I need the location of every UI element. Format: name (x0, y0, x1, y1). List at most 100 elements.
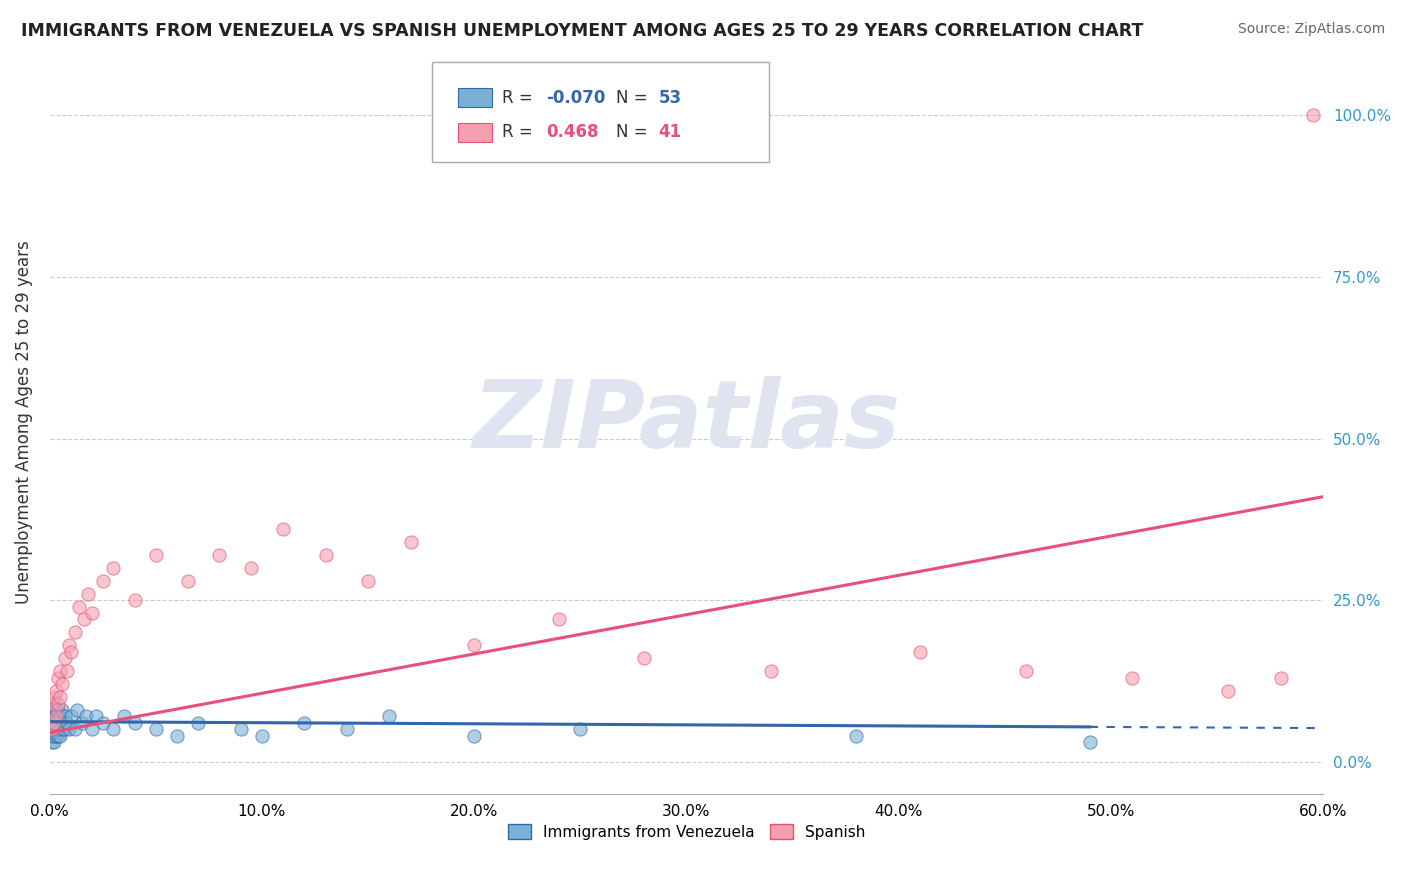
Point (336, 723, 359, 737)
Text: IMMIGRANTS FROM VENEZUELA VS SPANISH UNEMPLOYMENT AMONG AGES 25 TO 29 YEARS CORR: IMMIGRANTS FROM VENEZUELA VS SPANISH UNE… (21, 22, 1143, 40)
Text: N =: N = (616, 88, 654, 106)
Legend: Immigrants from Venezuela, Spanish: Immigrants from Venezuela, Spanish (502, 818, 872, 846)
Point (46, 729, 69, 743)
Point (45, 729, 67, 743)
Point (72, 612, 94, 626)
Point (55, 664, 77, 678)
Point (42, 715, 65, 730)
Point (49, 715, 72, 730)
Point (229, 723, 252, 737)
Point (53, 723, 76, 737)
Point (250, 729, 273, 743)
Text: Source: ZipAtlas.com: Source: ZipAtlas.com (1237, 22, 1385, 37)
FancyBboxPatch shape (458, 123, 492, 142)
Point (45, 683, 67, 698)
Text: 41: 41 (658, 123, 682, 142)
Point (42, 723, 65, 737)
Point (49, 664, 72, 678)
Point (103, 723, 125, 737)
Point (240, 561, 263, 575)
Point (41, 735, 63, 749)
Point (63, 723, 86, 737)
Point (49, 729, 72, 743)
Point (51, 677, 73, 691)
Point (59, 709, 82, 723)
Point (46, 723, 69, 737)
Point (51, 703, 73, 717)
Point (51, 723, 73, 737)
Text: R =: R = (502, 88, 538, 106)
Point (66, 703, 89, 717)
Point (41, 703, 63, 717)
Text: N =: N = (616, 123, 654, 142)
Point (1121, 671, 1143, 685)
Point (76, 587, 98, 601)
Text: R =: R = (502, 123, 538, 142)
Point (357, 574, 380, 588)
Point (55, 715, 77, 730)
Point (41, 723, 63, 737)
Y-axis label: Unemployment Among Ages 25 to 29 years: Unemployment Among Ages 25 to 29 years (15, 241, 32, 604)
Point (53, 651, 76, 665)
Point (569, 723, 592, 737)
Point (42, 729, 65, 743)
Point (315, 548, 337, 562)
Point (49, 709, 72, 723)
Point (378, 709, 401, 723)
Point (41, 729, 63, 743)
Point (53, 709, 76, 723)
Point (42, 735, 65, 749)
Point (1216, 683, 1239, 698)
Point (187, 715, 209, 730)
FancyBboxPatch shape (432, 62, 769, 162)
Point (82, 606, 104, 620)
Point (45, 703, 67, 717)
Point (59, 645, 82, 659)
Point (1015, 664, 1038, 678)
Point (42, 690, 65, 704)
Point (145, 723, 167, 737)
Point (399, 535, 422, 549)
Point (45, 715, 67, 730)
Point (292, 715, 315, 730)
Point (1302, 108, 1324, 122)
Point (86, 709, 108, 723)
Point (46, 697, 69, 711)
Point (42, 715, 65, 730)
Point (42, 697, 65, 711)
Text: 53: 53 (658, 88, 682, 106)
Point (1078, 735, 1101, 749)
Point (548, 612, 571, 626)
Point (908, 645, 931, 659)
Point (166, 729, 188, 743)
Point (91, 574, 114, 588)
Point (1270, 671, 1292, 685)
Point (75, 709, 97, 723)
Point (45, 709, 67, 723)
Point (45, 723, 67, 737)
Point (67, 599, 90, 614)
Point (208, 548, 231, 562)
Point (46, 715, 69, 730)
Text: 0.468: 0.468 (547, 123, 599, 142)
Point (176, 574, 198, 588)
FancyBboxPatch shape (458, 87, 492, 107)
Point (70, 715, 93, 730)
Point (45, 709, 67, 723)
Point (49, 690, 72, 704)
Point (112, 709, 135, 723)
Point (271, 522, 294, 536)
Point (41, 715, 63, 730)
Point (124, 715, 146, 730)
Point (633, 651, 655, 665)
Point (82, 723, 104, 737)
Text: -0.070: -0.070 (547, 88, 606, 106)
Point (41, 723, 63, 737)
Point (103, 561, 125, 575)
Point (124, 593, 146, 607)
Point (63, 625, 86, 640)
Point (145, 548, 167, 562)
Point (58, 638, 80, 652)
Point (42, 709, 65, 723)
Point (463, 729, 485, 743)
